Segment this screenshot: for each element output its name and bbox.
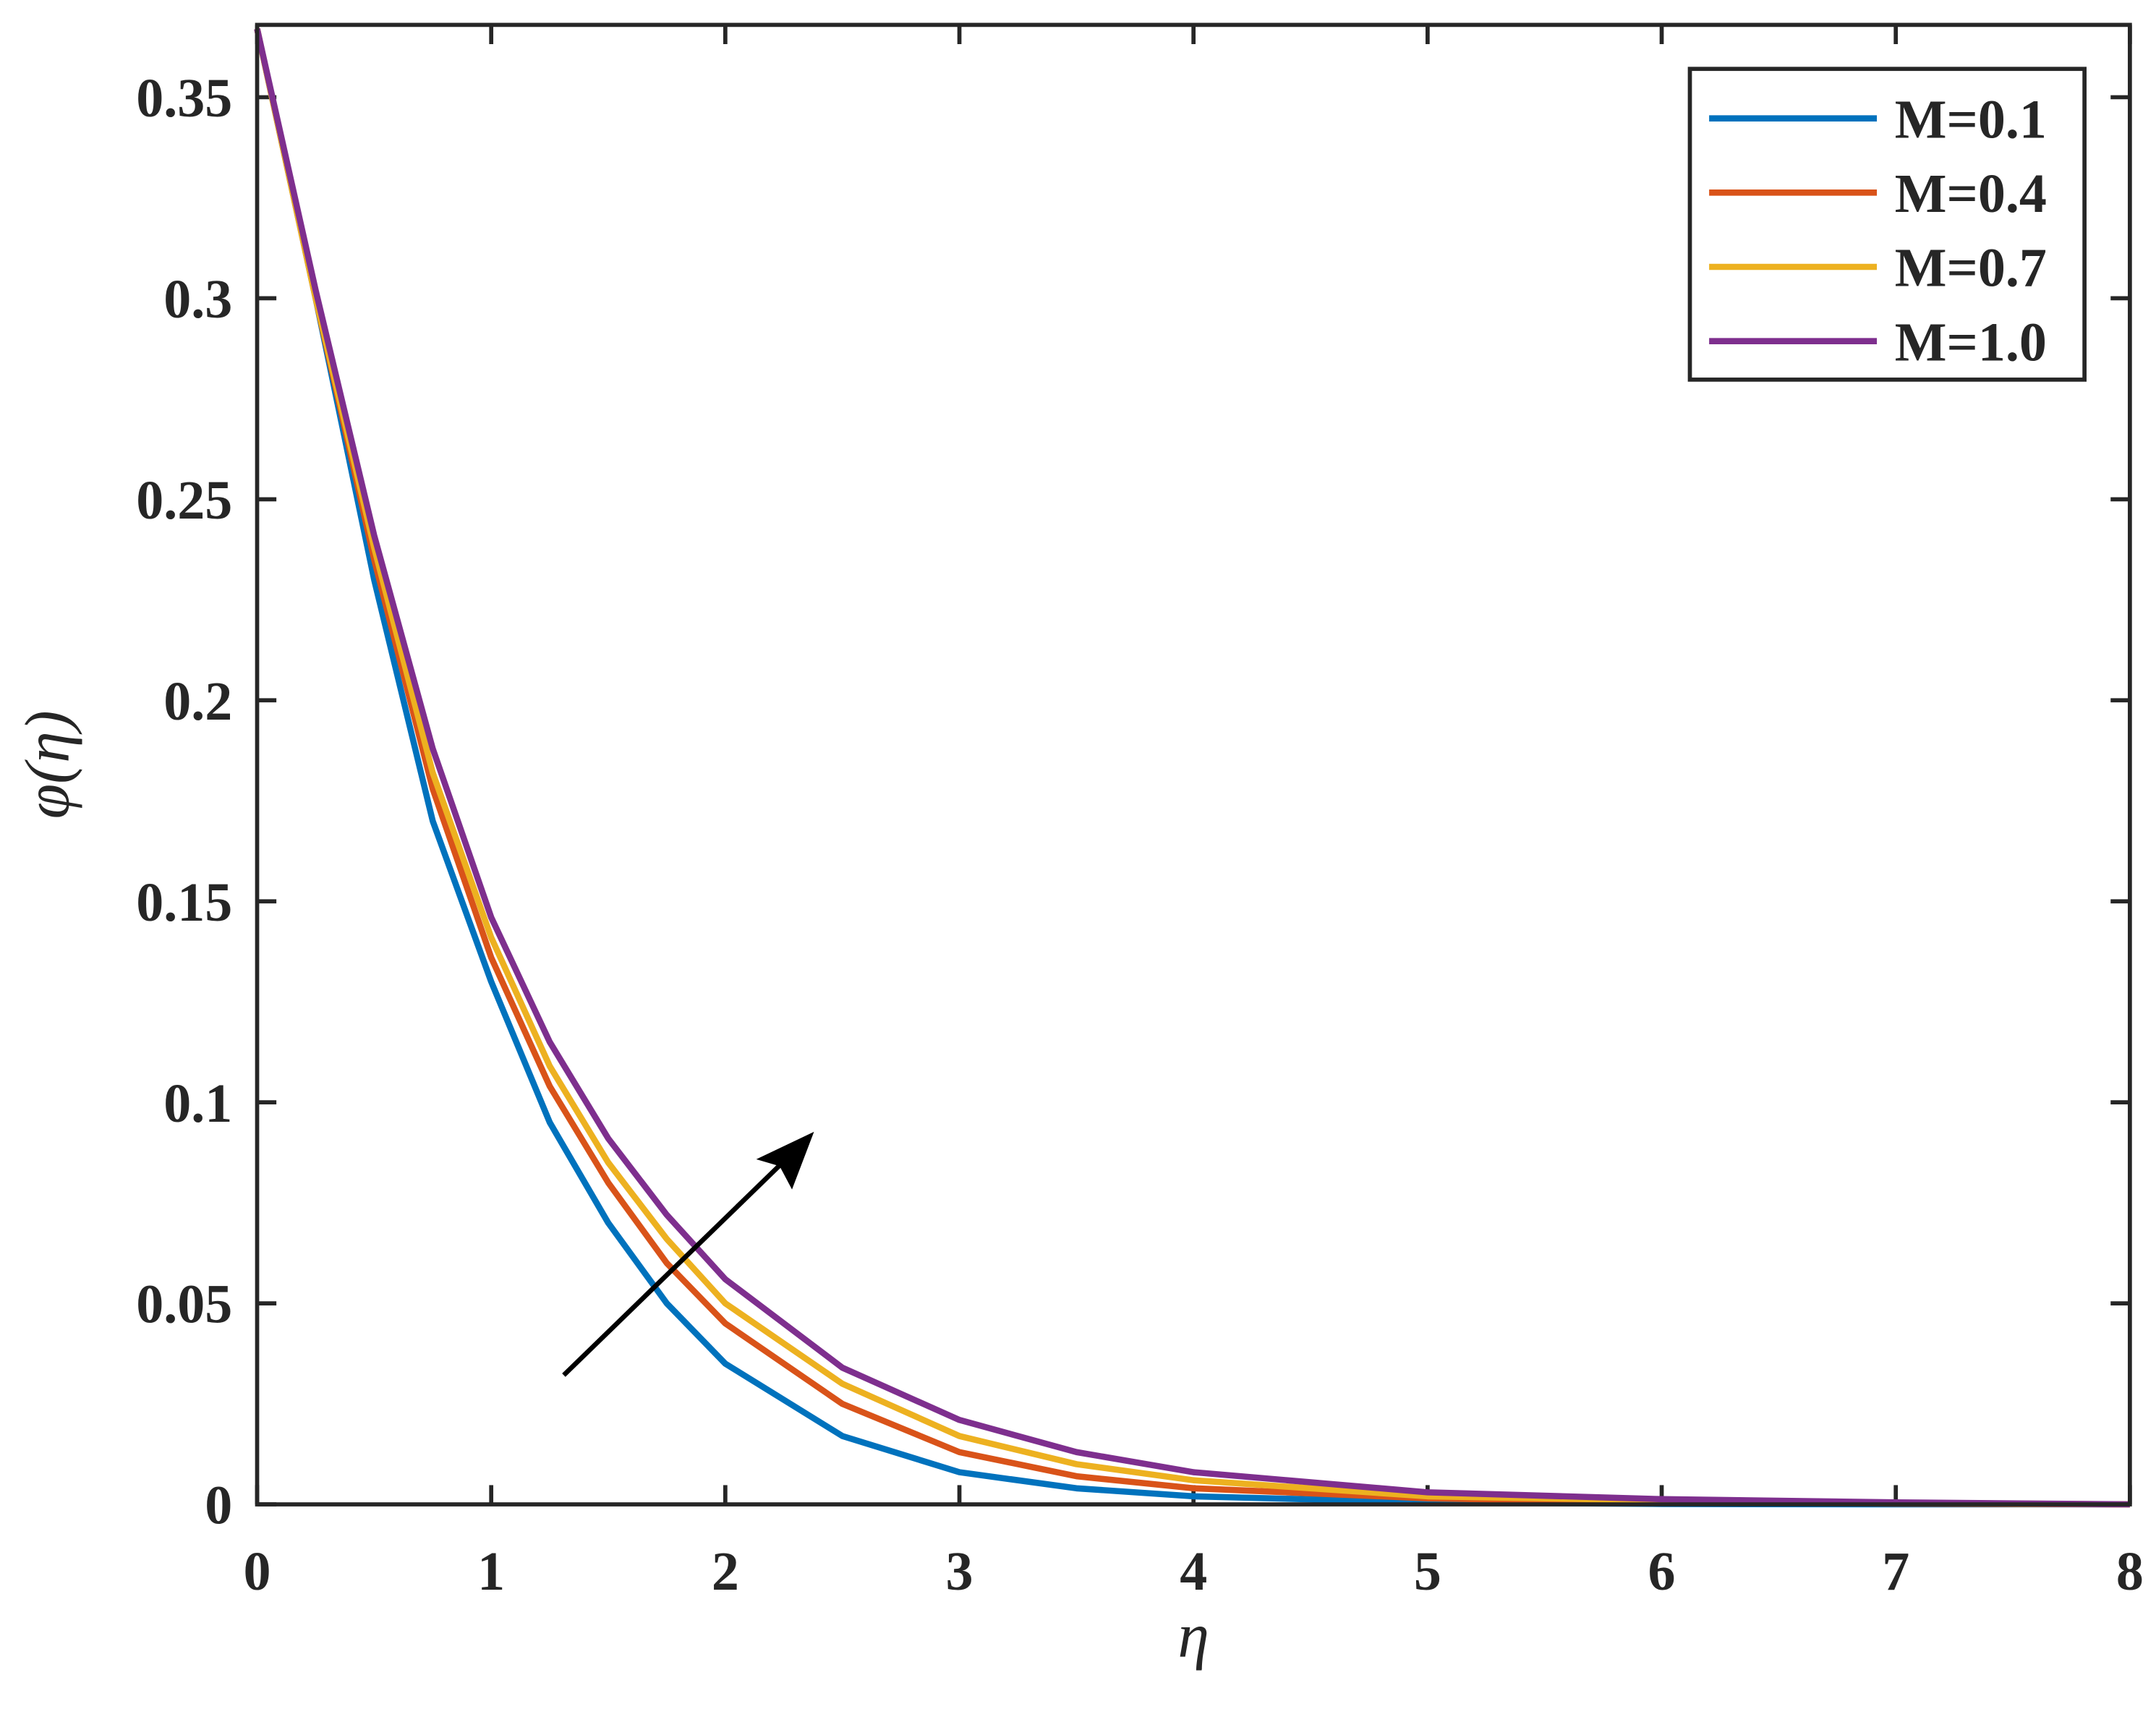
x-tick-label: 5 [1414, 1541, 1441, 1602]
x-tick-label: 0 [244, 1541, 271, 1602]
y-tick-label: 0.1 [163, 1073, 232, 1134]
legend-label: M=0.1 [1895, 89, 2047, 150]
legend-label: M=1.0 [1895, 312, 2047, 372]
legend: M=0.1 M=0.4 M=0.7 M=1.0 [1687, 67, 2087, 382]
x-tick-label: 7 [1882, 1541, 1909, 1602]
x-tick-label: 8 [2116, 1541, 2144, 1602]
y-axis-label: φ(η) [12, 710, 82, 819]
legend-label: M=0.4 [1895, 163, 2047, 224]
y-tick-label: 0 [205, 1475, 232, 1536]
x-tick-label: 4 [1180, 1541, 1207, 1602]
axes-box [255, 22, 2132, 1507]
y-tick-label: 0.15 [136, 872, 232, 933]
y-tick-label: 0.25 [136, 470, 232, 531]
y-tick-label: 0.3 [163, 269, 232, 330]
y-tick-label: 0.35 [136, 68, 232, 129]
x-tick-label: 2 [712, 1541, 739, 1602]
legend-label: M=0.7 [1895, 238, 2047, 299]
x-tick-label: 1 [477, 1541, 505, 1602]
x-axis-label: η [1178, 1601, 1209, 1671]
x-tick-label: 3 [946, 1541, 973, 1602]
x-tick-label: 6 [1648, 1541, 1676, 1602]
series-line [254, 28, 2130, 1508]
y-tick-label: 0.2 [163, 671, 232, 732]
arrow [562, 1131, 814, 1377]
y-tick-label: 0.05 [136, 1274, 232, 1335]
